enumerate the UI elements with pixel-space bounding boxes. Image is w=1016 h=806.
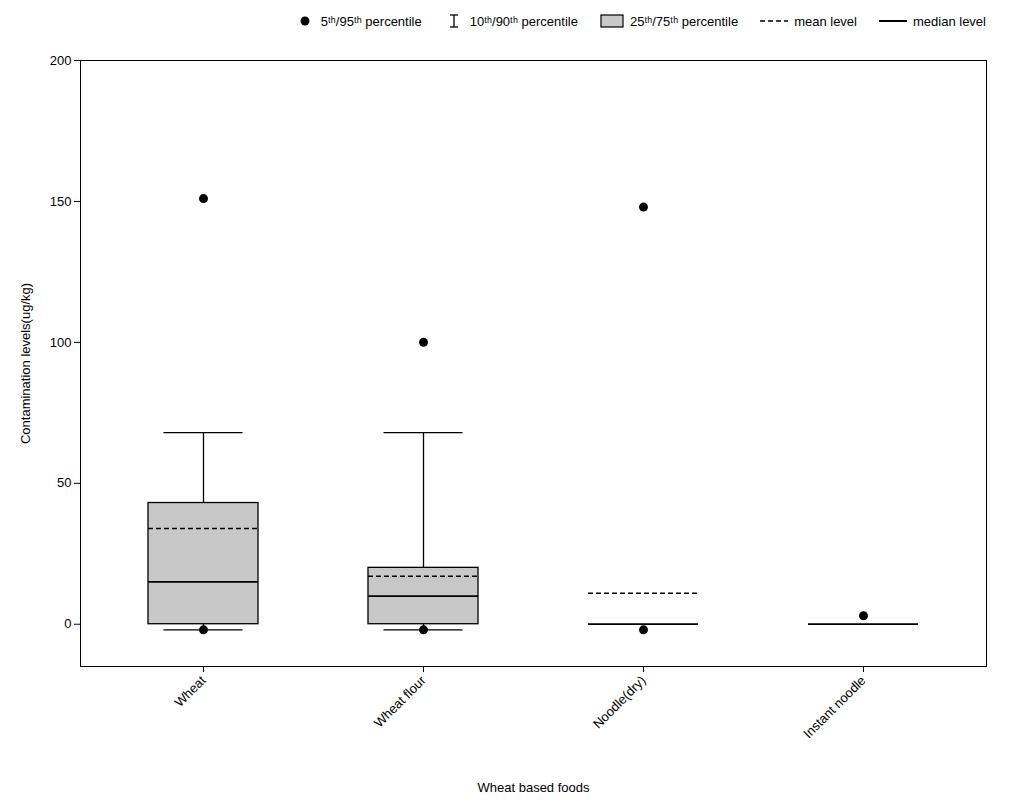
svg-text:0: 0 xyxy=(64,616,71,631)
html-text:median level: median level xyxy=(913,13,986,29)
svg-text:100: 100 xyxy=(50,335,72,350)
html-text:mean level: mean level xyxy=(794,13,857,29)
svg-text:50: 50 xyxy=(57,475,71,490)
html-text:5ᵗʰ/95ᵗʰ percentile: 5ᵗʰ/95ᵗʰ percentile xyxy=(320,13,422,29)
svg-text:200: 200 xyxy=(50,53,72,68)
svg-text:Noodle(dry): Noodle(dry) xyxy=(590,673,649,732)
svg-text:Wheat: Wheat xyxy=(171,673,208,710)
html-text:25ᵗʰ/75ᵗʰ percentile: 25ᵗʰ/75ᵗʰ percentile xyxy=(629,13,739,29)
svg-text:150: 150 xyxy=(50,194,72,209)
svg-text:Wheat flour: Wheat flour xyxy=(371,672,429,730)
svg-text:Wheat based foods: Wheat based foods xyxy=(477,780,590,795)
svg-text:Contamination levels(ug/kg): Contamination levels(ug/kg) xyxy=(18,283,33,444)
html-text:10ᵗʰ/90ᵗʰ percentile: 10ᵗʰ/90ᵗʰ percentile xyxy=(469,13,578,29)
svg-text:Instant noodle: Instant noodle xyxy=(800,673,868,741)
